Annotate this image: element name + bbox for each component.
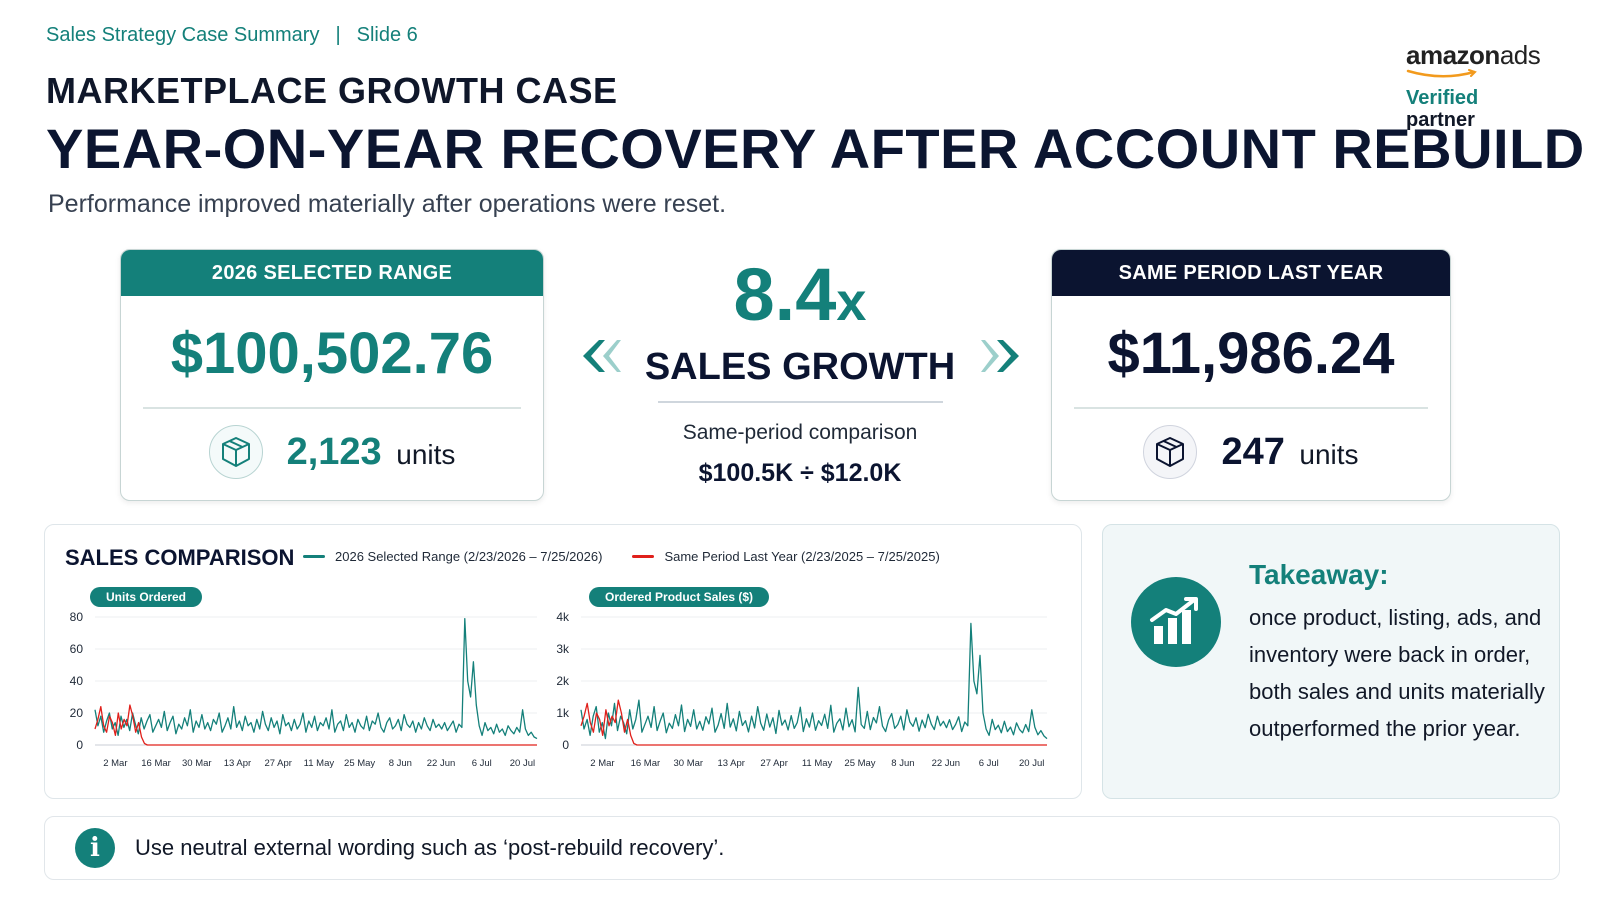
sales-comparison-title: SALES COMPARISON [65,545,295,570]
kpi-current-units: 2,123 units [121,425,543,479]
breadcrumb: Sales Strategy Case Summary | Slide 6 [46,24,418,47]
x-tick-label: 27 Apr [760,758,787,769]
series-line-current [94,617,538,740]
x-tick-label: 25 May [844,758,875,769]
x-tick-label: 16 Mar [631,758,661,769]
x-tick-label: 2 Mar [103,758,127,769]
kpi-prior-value: $11,986.24 [1107,321,1395,386]
chart-pill-units: Units Ordered [90,587,203,607]
chevron-double-left-icon [583,340,621,372]
growth-suffix: x [836,272,867,332]
y-tick-label: 3k [556,642,570,656]
x-tick-label: 13 Apr [717,758,744,769]
kpi-card-current: 2026 SELECTED RANGE $100,502.76 2,123 un… [120,249,544,501]
x-tick-label: 27 Apr [264,758,291,769]
y-tick-label: 80 [70,610,84,624]
series-line-prior [94,704,537,746]
y-tick-label: 2k [556,674,570,688]
units-number: 247 [1221,430,1285,473]
x-tick-label: 16 Mar [141,758,171,769]
y-tick-label: 0 [76,738,83,752]
x-tick-label: 22 Jun [932,758,961,769]
legend-swatch-current [303,555,325,558]
x-tick-label: 25 May [344,758,375,769]
kpi-current-divider [143,407,521,409]
x-tick-label: 2 Mar [590,758,614,769]
info-icon: i [75,828,115,868]
kpi-prior-units-value: 247 units [1221,431,1358,474]
x-tick-label: 22 Jun [427,758,456,769]
y-tick-label: 20 [70,706,84,720]
amazon-smile-icon [1406,69,1477,78]
legend-item-current: 2026 Selected Range (2/23/2026 – 7/25/20… [303,549,602,564]
x-tick-label: 13 Apr [224,758,251,769]
legend-swatch-prior [632,555,655,558]
kpi-prior-divider [1074,407,1428,409]
x-tick-label: 11 May [802,758,833,769]
page-subtitle: Performance improved materially after op… [48,190,727,218]
legend-label-current: 2026 Selected Range (2/23/2026 – 7/25/20… [335,549,603,564]
units-label: units [1299,438,1359,470]
takeaway-panel: Takeaway: once product, listing, ads, an… [1102,524,1560,799]
series-line-current [580,622,1048,740]
kpi-current-header: 2026 SELECTED RANGE [121,250,543,296]
units-label: units [396,438,456,470]
growth-formula: $100.5K ÷ $12.0K [698,459,902,487]
growth-chart-icon [1131,577,1221,667]
growth-value: 8.4 [733,253,837,336]
growth-label: SALES GROWTH [644,346,956,388]
growth-divider [657,401,943,403]
info-text: Use neutral external wording such as ‘po… [135,835,725,860]
growth-multiplier: 8.4x [575,258,1025,332]
y-tick-label: 0 [562,738,569,752]
x-tick-label: 8 Jun [891,758,914,769]
brand-wordmark-ads: ads [1499,40,1541,70]
x-tick-label: 8 Jun [389,758,412,769]
y-tick-label: 40 [70,674,84,688]
x-tick-label: 11 May [304,758,335,769]
series-line-prior [580,699,1047,746]
kpi-current-value: $100,502.76 [170,321,494,386]
brand-wordmark: amazonads [1406,42,1566,68]
y-tick-label: 1k [556,706,570,720]
kpi-current-units-value: 2,123 units [287,431,456,474]
kpi-prior-units: 247 units [1052,425,1450,479]
breadcrumb-section: Sales Strategy Case Summary [46,24,320,46]
growth-note: Same-period comparison [682,421,918,444]
package-icon [208,425,263,479]
x-tick-label: 20 Jul [510,758,535,769]
brand-logo: amazonads Verified partner [1406,42,1566,131]
sales-comparison-panel: SALES COMPARISON 2026 Selected Range (2/… [44,524,1082,799]
growth-summary: 8.4x SALES GROWTH Same-period comparison… [575,252,1025,492]
x-tick-label: 30 Mar [182,758,212,769]
breadcrumb-separator: | [335,24,341,46]
breadcrumb-slide: Slide 6 [356,24,418,46]
chevron-double-right-icon [981,340,1019,372]
y-tick-label: 60 [70,642,84,656]
page-kicker: MARKETPLACE GROWTH CASE [46,70,618,111]
brand-wordmark-bold: amazon [1406,40,1500,70]
x-tick-label: 6 Jul [472,758,492,769]
chart-pill-sales: Ordered Product Sales ($) [589,587,770,607]
legend-label-prior: Same Period Last Year (2/23/2025 – 7/25/… [664,549,940,564]
units-number: 2,123 [286,430,382,473]
x-tick-label: 20 Jul [1019,758,1044,769]
info-banner: i Use neutral external wording such as ‘… [44,816,1560,880]
kpi-prior-header: SAME PERIOD LAST YEAR [1052,250,1450,296]
x-tick-label: 6 Jul [979,758,999,769]
kpi-card-prior: SAME PERIOD LAST YEAR $11,986.24 247 uni… [1051,249,1451,501]
brand-verified: Verified [1406,87,1479,109]
x-tick-label: 30 Mar [674,758,704,769]
y-tick-label: 4k [556,610,570,624]
takeaway-text: once product, listing, ads, and inventor… [1249,605,1545,741]
page-title: YEAR-ON-YEAR RECOVERY AFTER ACCOUNT REBU… [46,117,1585,180]
sales-comparison-charts: 0 20 40 60 80 2 Mar 16 Mar 30 Mar 13 Apr 27 Apr 11… [70,610,1048,769]
package-icon [1143,425,1198,479]
legend-item-prior: Same Period Last Year (2/23/2025 – 7/25/… [632,549,940,564]
chart-legend: 2026 Selected Range (2/23/2026 – 7/25/20… [303,549,940,564]
takeaway-title: Takeaway: [1249,559,1389,590]
brand-partner: partner [1406,109,1475,131]
